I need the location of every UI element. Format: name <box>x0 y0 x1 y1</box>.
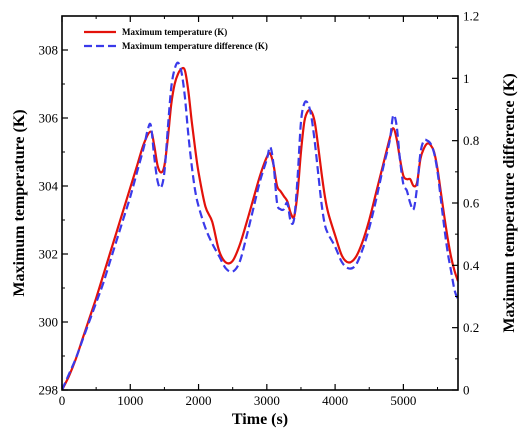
y-right-tick-label-1: 1 <box>463 71 470 86</box>
x-tick-label-4000: 4000 <box>322 393 348 408</box>
y-left-tick-label-298: 298 <box>39 383 59 398</box>
y-right-tick-label-1.2: 1.2 <box>463 9 479 24</box>
series-line-max-temperature <box>62 66 458 390</box>
y-left-tick-label-302: 302 <box>39 247 59 262</box>
x-axis-title: Time (s) <box>232 411 288 428</box>
y-left-tick-label-306: 306 <box>39 111 59 126</box>
right-y-axis-title: Maximum temperature difference (K) <box>501 73 518 332</box>
y-right-tick-label-0.4: 0.4 <box>463 258 480 273</box>
x-tick-label-1000: 1000 <box>117 393 143 408</box>
y-right-tick-label-0.2: 0.2 <box>463 320 479 335</box>
legend-label-max-temperature-difference: Maximum temperature difference (K) <box>122 41 268 51</box>
legend-label-max-temperature: Maximum temperature (K) <box>122 27 227 37</box>
x-tick-label-5000: 5000 <box>390 393 416 408</box>
series-layer <box>62 61 458 390</box>
y-left-tick-label-300: 300 <box>39 315 59 330</box>
legend: Maximum temperature (K) Maximum temperat… <box>84 27 268 51</box>
x-tick-label-2000: 2000 <box>186 393 212 408</box>
y-left-tick-label-304: 304 <box>39 179 59 194</box>
series-line-max-temperature-difference <box>62 61 458 390</box>
ticks-layer: 0 1000 2000 3000 4000 5000 298 300 302 304 306 308 0… <box>39 9 480 409</box>
plot-frame <box>61 15 459 391</box>
left-y-axis-title: Maximum temperature (K) <box>11 109 28 296</box>
y-left-tick-label-308: 308 <box>39 43 59 58</box>
x-tick-label-3000: 3000 <box>254 393 280 408</box>
y-right-tick-label-0: 0 <box>463 383 470 398</box>
y-right-tick-label-0.8: 0.8 <box>463 133 479 148</box>
x-tick-label-0: 0 <box>59 393 66 408</box>
y-right-tick-label-0.6: 0.6 <box>463 196 480 211</box>
